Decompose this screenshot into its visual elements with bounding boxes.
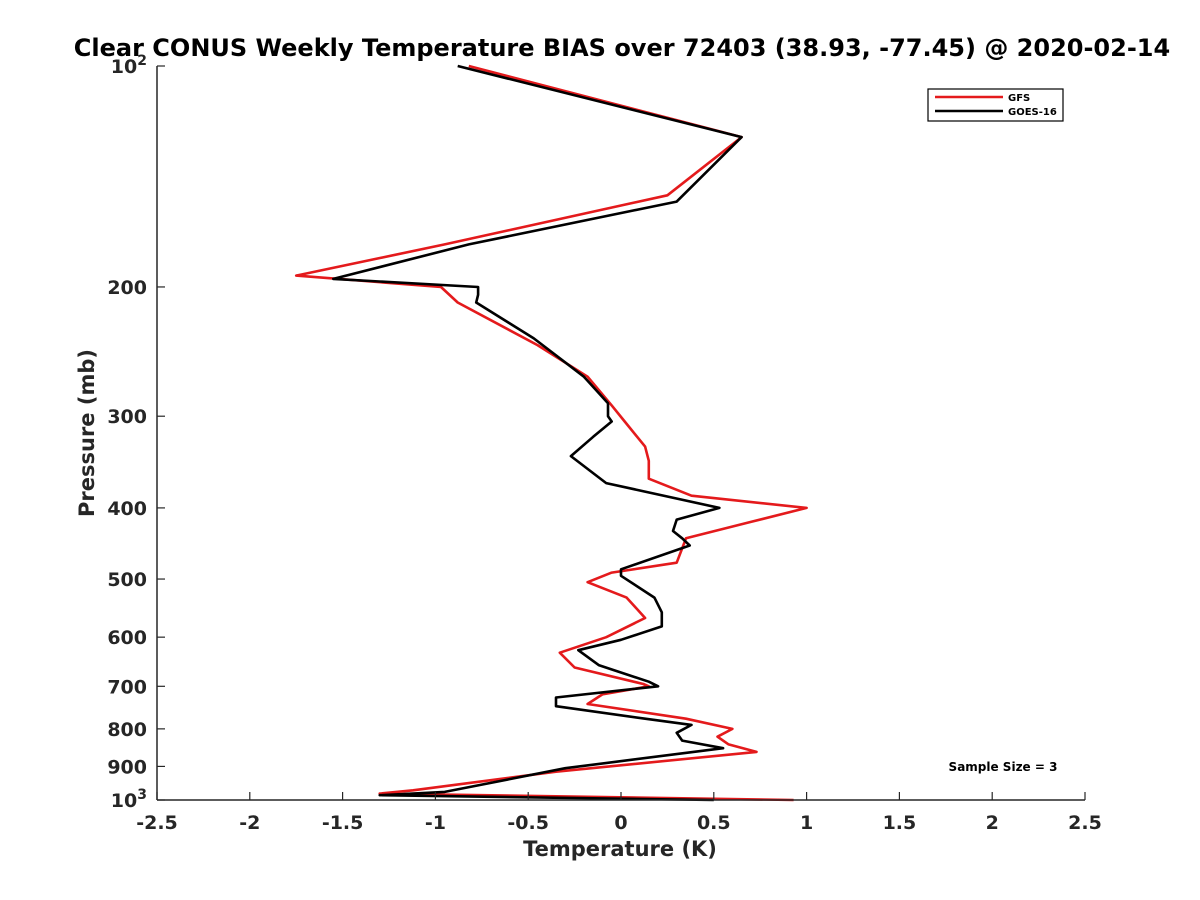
x-tick-label: 2 — [986, 812, 999, 834]
x-tick-label: -1.5 — [322, 812, 364, 834]
x-tick-label: -1 — [425, 812, 446, 834]
y-tick-label: 700 — [107, 676, 147, 698]
y-tick-label: 600 — [107, 627, 147, 649]
legend-label-gfs: GFS — [1008, 93, 1030, 104]
y-tick-label: 102 — [111, 53, 147, 78]
x-tick-label: -2.5 — [136, 812, 178, 834]
y-tick-label: 900 — [107, 756, 147, 778]
series-layer — [294, 64, 808, 802]
legend-box — [927, 88, 1064, 122]
x-tick-label: -0.5 — [507, 812, 549, 834]
x-tick-label: 0.5 — [697, 812, 731, 834]
x-axis-label: Temperature (K) — [523, 837, 717, 861]
x-tick-label: 1.5 — [883, 812, 917, 834]
y-tick-label: 200 — [107, 277, 147, 299]
legend-label-goes16: GOES-16 — [1008, 107, 1057, 118]
y-tick-label: 800 — [107, 719, 147, 741]
tick-marks — [156, 65, 1086, 801]
sample-size-annotation: Sample Size = 3 — [949, 760, 1058, 774]
chart-title: Clear CONUS Weekly Temperature BIAS over… — [74, 34, 1170, 62]
series-line-gfs — [294, 64, 808, 802]
y-axis-label: Pressure (mb) — [75, 349, 99, 517]
tick-labels: -2.5 -2 -1.5 -1 -0.5 0 0.5 1 1.5 2 2.5 102 200 300 400… — [107, 53, 1102, 834]
y-tick-label: 500 — [107, 569, 147, 591]
x-tick-label: -2 — [239, 812, 260, 834]
series-line-goes16 — [331, 64, 743, 802]
x-tick-label: 2.5 — [1068, 812, 1102, 834]
y-tick-label: 400 — [107, 498, 147, 520]
x-tick-label: 1 — [800, 812, 813, 834]
x-tick-label: 0 — [614, 812, 627, 834]
legend: GFS GOES-16 — [927, 88, 1064, 122]
y-tick-label: 300 — [107, 406, 147, 428]
y-tick-label: 103 — [111, 787, 147, 812]
